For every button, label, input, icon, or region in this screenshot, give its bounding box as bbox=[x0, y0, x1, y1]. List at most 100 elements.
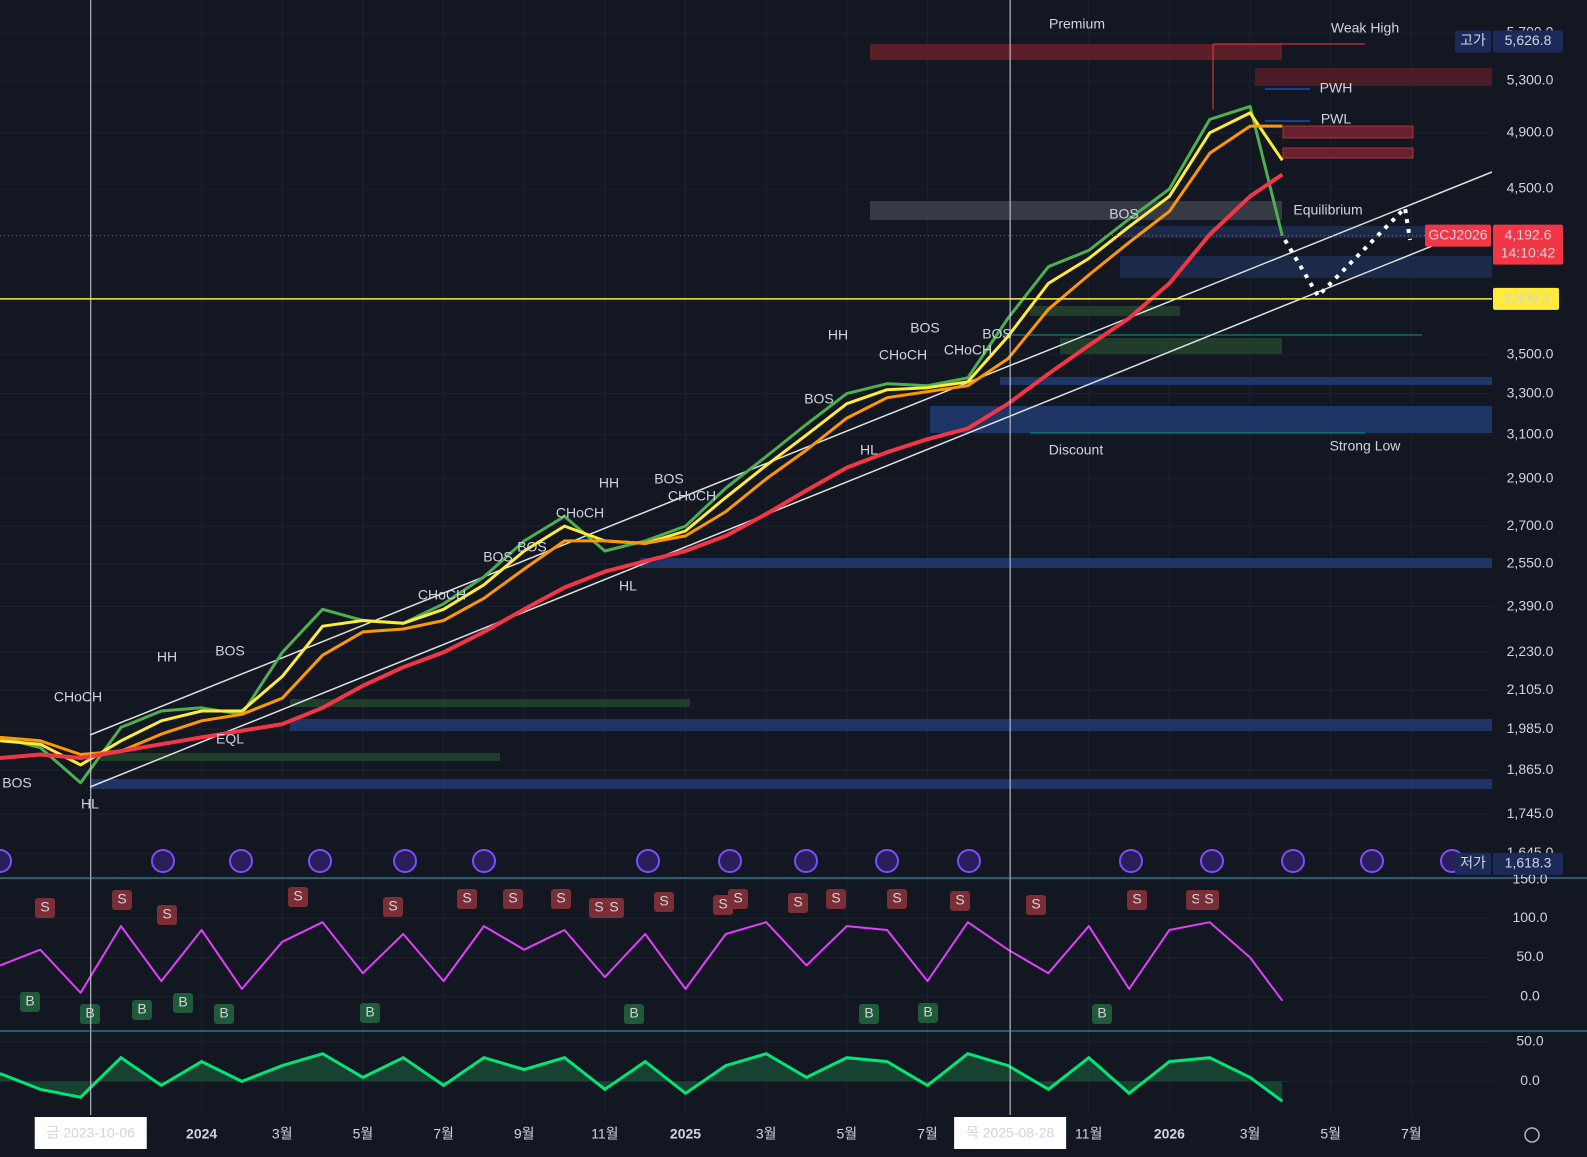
channel-line bbox=[89, 171, 1493, 736]
y-tick-label: 3,500.0 bbox=[1507, 346, 1554, 362]
x-tick-label: 7월 bbox=[917, 1126, 938, 1142]
y-tick-label: 2,105.0 bbox=[1507, 681, 1554, 697]
x-tick-label: 3월 bbox=[1240, 1126, 1261, 1142]
signal-label: S bbox=[1132, 891, 1141, 907]
area-line bbox=[0, 1052, 1284, 1103]
y-tick-label: 2,900.0 bbox=[1507, 470, 1554, 486]
buy-marker bbox=[624, 1004, 644, 1024]
replay-icon bbox=[718, 849, 742, 873]
sell-marker bbox=[112, 890, 132, 910]
crosshair-price-box bbox=[1493, 287, 1559, 310]
annotation: BOS bbox=[982, 326, 1012, 342]
high-name-box bbox=[1455, 30, 1491, 53]
signal-label: S bbox=[955, 892, 964, 908]
annotation: HL bbox=[81, 796, 99, 812]
y-tick-label: 0.0 bbox=[1520, 987, 1540, 1003]
y-tick-label: 5,300.0 bbox=[1507, 72, 1554, 88]
replay-icon bbox=[472, 849, 496, 873]
x-tick-label: 7월 bbox=[1401, 1126, 1422, 1142]
order-block bbox=[90, 779, 1492, 789]
sell-marker bbox=[35, 898, 55, 918]
signal-label: B bbox=[178, 994, 187, 1010]
low-value-box bbox=[1493, 852, 1563, 875]
buy-marker bbox=[859, 1004, 879, 1024]
replay-icon bbox=[875, 849, 899, 873]
buy-marker bbox=[1092, 1004, 1112, 1024]
sell-marker bbox=[826, 889, 846, 909]
y-tick-label: 1,865.0 bbox=[1507, 761, 1554, 777]
settings-icon[interactable] bbox=[1524, 1127, 1540, 1143]
annotation: BOS bbox=[2, 775, 32, 791]
discount-zone bbox=[930, 406, 1492, 433]
sell-marker bbox=[1026, 895, 1046, 915]
high-value: 5,626.8 bbox=[1505, 32, 1552, 48]
projection bbox=[1283, 203, 1412, 300]
crosshair-date: 금 2023-10-06 bbox=[47, 1125, 136, 1141]
x-tick-label: 2025 bbox=[670, 1126, 701, 1142]
order-block bbox=[1000, 377, 1492, 385]
replay-icon bbox=[229, 849, 253, 873]
signal-label: B bbox=[629, 1005, 638, 1021]
replay-icon bbox=[1360, 849, 1384, 873]
x-tick-label: 5월 bbox=[836, 1126, 857, 1142]
buy-marker bbox=[360, 1003, 380, 1023]
sell-marker bbox=[551, 889, 571, 909]
fvg bbox=[1030, 306, 1180, 316]
crosshair-price: 3,809.3 bbox=[1503, 290, 1550, 306]
replay-icon bbox=[393, 849, 417, 873]
annotation: HL bbox=[860, 442, 878, 458]
buy-marker bbox=[214, 1004, 234, 1024]
sell-marker bbox=[604, 898, 624, 918]
sell-marker bbox=[383, 897, 403, 917]
annotation: CHoCH bbox=[879, 347, 927, 363]
annotation: CHoCH bbox=[418, 587, 466, 603]
order-block bbox=[290, 719, 1492, 731]
y-tick-label: 4,500.0 bbox=[1507, 180, 1554, 196]
signal-label: S bbox=[831, 890, 840, 906]
annotation: BOS bbox=[1109, 206, 1139, 222]
annotation: BOS bbox=[910, 320, 940, 336]
countdown: 14:10:42 bbox=[1501, 244, 1556, 260]
symbol-box bbox=[1425, 224, 1491, 247]
y-tick-label: 1,745.0 bbox=[1507, 805, 1554, 821]
sell-marker bbox=[788, 893, 808, 913]
annotation: CHoCH bbox=[944, 342, 992, 358]
last-price-box bbox=[1493, 224, 1563, 265]
signal-label: S bbox=[1191, 891, 1200, 907]
signal-label: B bbox=[1097, 1005, 1106, 1021]
signal-label: S bbox=[293, 888, 302, 904]
signal-label: S bbox=[556, 890, 565, 906]
replay-icon bbox=[1281, 849, 1305, 873]
x-tick-label: 7월 bbox=[433, 1126, 454, 1142]
annotation: BOS bbox=[654, 471, 684, 487]
low-name-box bbox=[1455, 852, 1491, 875]
y-tick-label: 2,230.0 bbox=[1507, 643, 1554, 659]
annotation: Weak High bbox=[1331, 20, 1399, 36]
low-value: 1,618.3 bbox=[1505, 855, 1552, 871]
x-tick-label: 5월 bbox=[1320, 1126, 1341, 1142]
signal-label: B bbox=[923, 1004, 932, 1020]
replay-icon bbox=[308, 849, 332, 873]
crosshair-date: 목 2025-08-28 bbox=[966, 1125, 1055, 1141]
series-line bbox=[0, 172, 1284, 760]
order-block bbox=[1282, 125, 1414, 139]
signal-label: B bbox=[219, 1005, 228, 1021]
replay-icon bbox=[1119, 849, 1143, 873]
high-value-box bbox=[1493, 30, 1563, 53]
signal-label: S bbox=[40, 899, 49, 915]
y-tick-label: 100.0 bbox=[1512, 909, 1547, 925]
y-tick-label: 3,100.0 bbox=[1507, 426, 1554, 442]
signal-label: S bbox=[609, 899, 618, 915]
low-name: 저가 bbox=[1460, 855, 1486, 871]
crosshair-date-box bbox=[34, 1117, 147, 1149]
signal-label: S bbox=[659, 893, 668, 909]
signal-label: S bbox=[892, 890, 901, 906]
signal-label: S bbox=[1204, 891, 1213, 907]
sell-marker bbox=[887, 889, 907, 909]
sell-marker bbox=[1127, 890, 1147, 910]
signal-label: S bbox=[117, 891, 126, 907]
order-block bbox=[1255, 68, 1492, 86]
series-line bbox=[0, 921, 1284, 1002]
